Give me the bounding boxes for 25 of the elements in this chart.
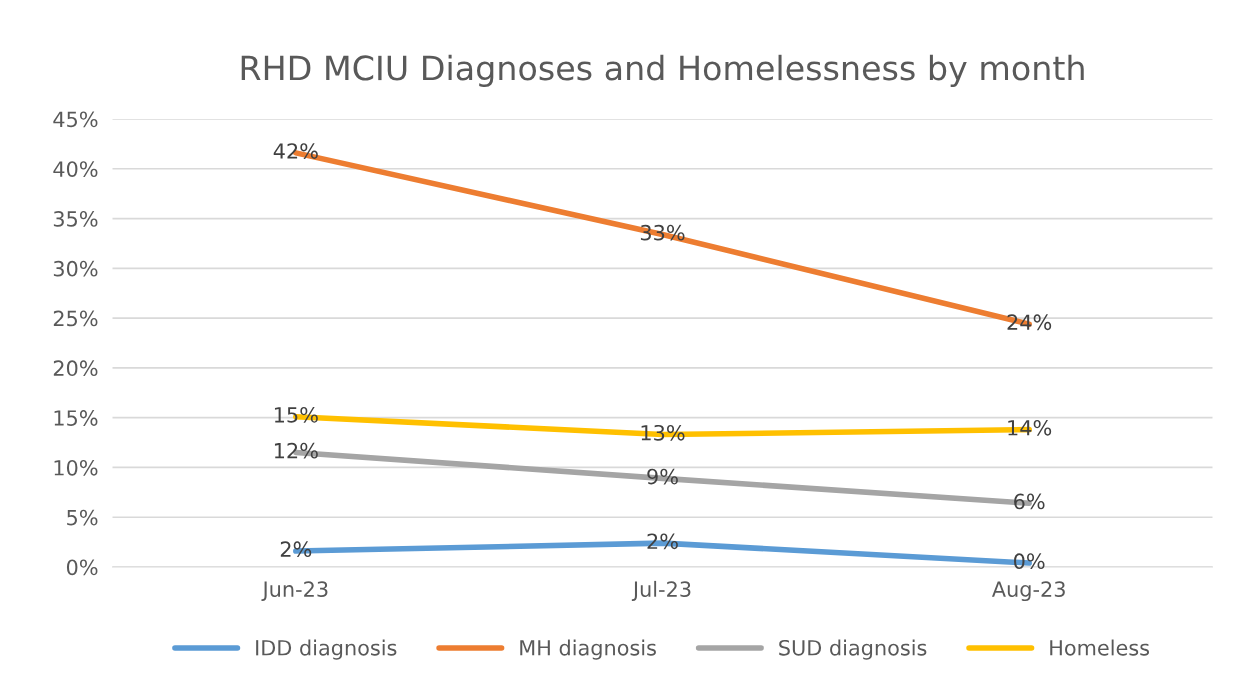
data-label: 14% [1008, 419, 1052, 436]
data-label: 42% [273, 143, 318, 159]
legend-label: Homeless [1050, 639, 1150, 656]
data-label: 2% [280, 541, 312, 558]
legend-label: MH diagnosis [520, 639, 656, 660]
y-tick-label: 45% [53, 111, 98, 128]
y-tick-label: 5% [67, 509, 98, 526]
chart-title: RHD MCIU Diagnoses and Homelessness by month [241, 54, 1084, 88]
data-label: 15% [274, 406, 318, 423]
y-tick-label: 30% [53, 260, 98, 277]
y-tick-label: 0% [66, 559, 98, 576]
legend-label: IDD diagnosis [256, 639, 397, 660]
data-label: 0% [1014, 553, 1045, 570]
y-tick-label: 10% [54, 459, 98, 476]
legend-label: SUD diagnosis [779, 639, 927, 660]
y-tick-label: 40% [53, 161, 98, 177]
data-label: 12% [274, 442, 318, 459]
x-tick-label: Jul-23 [631, 580, 691, 601]
y-tick-label: 20% [53, 360, 98, 377]
y-tick-label: 35% [53, 211, 98, 227]
x-tick-label: Aug-23 [991, 581, 1065, 602]
data-label: 6% [1014, 493, 1045, 510]
y-tick-label: 15% [54, 410, 98, 426]
y-tick-label: 25% [53, 310, 98, 327]
x-tick-label: Jun-23 [261, 581, 328, 601]
